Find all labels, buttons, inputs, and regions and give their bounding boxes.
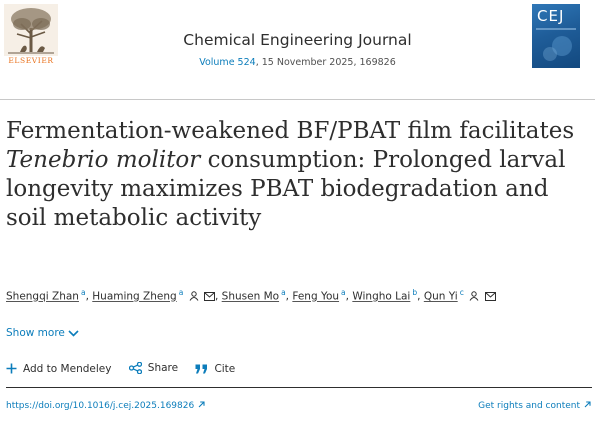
article-title: Fermentation-weakened BF/PBAT film facil… (6, 117, 591, 233)
volume-info: Volume 524, 15 November 2025, 169826 (0, 57, 595, 68)
author-link[interactable]: Wingho Lai (352, 290, 411, 303)
plus-icon (6, 363, 17, 374)
external-link-icon (584, 401, 591, 408)
elsevier-logo[interactable]: ELSEVIER (4, 4, 58, 66)
share-label: Share (147, 362, 179, 374)
doi-text: https://doi.org/10.1016/j.cej.2025.16982… (6, 401, 195, 411)
share-button[interactable]: Share (128, 362, 179, 374)
affiliation-marker[interactable]: c (459, 288, 464, 297)
show-more-label: Show more (6, 327, 65, 339)
share-icon (128, 362, 142, 374)
journal-title[interactable]: Chemical Engineering Journal (183, 31, 412, 49)
elsevier-wordmark: ELSEVIER (8, 56, 54, 65)
person-icon[interactable] (189, 290, 199, 301)
rights-text: Get rights and content (478, 401, 580, 411)
issue-date: , 15 November 2025, 169826 (255, 57, 396, 68)
title-text-end: consumption: Prolonged larval longevity … (6, 147, 566, 231)
chevron-down-icon (68, 330, 79, 337)
author-link[interactable]: Shusen Mo (221, 290, 280, 303)
affiliation-marker[interactable]: b (412, 288, 418, 297)
cite-label: Cite (214, 363, 236, 375)
external-link-icon (198, 401, 205, 408)
affiliation-marker[interactable]: a (178, 288, 184, 297)
affiliation-marker[interactable]: a (80, 288, 86, 297)
cover-label: CEJ (537, 7, 565, 25)
article-actions: Add to Mendeley Share Cite (6, 362, 249, 378)
cover-art-icon (536, 28, 576, 61)
header-divider (0, 99, 595, 100)
author-link[interactable]: Huaming Zheng (92, 290, 177, 303)
doi-link[interactable]: https://doi.org/10.1016/j.cej.2025.16982… (6, 401, 205, 411)
person-icon[interactable] (469, 290, 479, 301)
actions-divider (6, 387, 592, 388)
email-icon[interactable] (203, 291, 215, 301)
add-to-mendeley-label: Add to Mendeley (23, 362, 112, 375)
affiliation-marker[interactable]: a (341, 288, 346, 297)
cite-button[interactable]: Cite (195, 363, 235, 375)
elsevier-tree-icon (4, 4, 58, 56)
author-link[interactable]: Shengqi Zhan (6, 290, 79, 303)
volume-link[interactable]: Volume 524 (199, 57, 256, 68)
quote-icon (195, 364, 208, 374)
title-species-name: Tenebrio molitor (6, 147, 201, 173)
author-link[interactable]: Feng You (292, 290, 340, 303)
author-list: Shengqi Zhan a, Huaming Zheng a , Shusen M… (6, 288, 595, 303)
author-link[interactable]: Qun Yi (423, 290, 458, 303)
affiliation-marker[interactable]: a (281, 288, 286, 297)
email-icon[interactable] (484, 291, 496, 301)
title-text-start: Fermentation-weakened BF/PBAT film facil… (6, 118, 575, 144)
journal-cover-thumbnail[interactable]: CEJ (532, 4, 580, 68)
show-more-button[interactable]: Show more (6, 327, 79, 339)
rights-and-content-link[interactable]: Get rights and content (478, 401, 591, 411)
add-to-mendeley-button[interactable]: Add to Mendeley (6, 363, 111, 375)
